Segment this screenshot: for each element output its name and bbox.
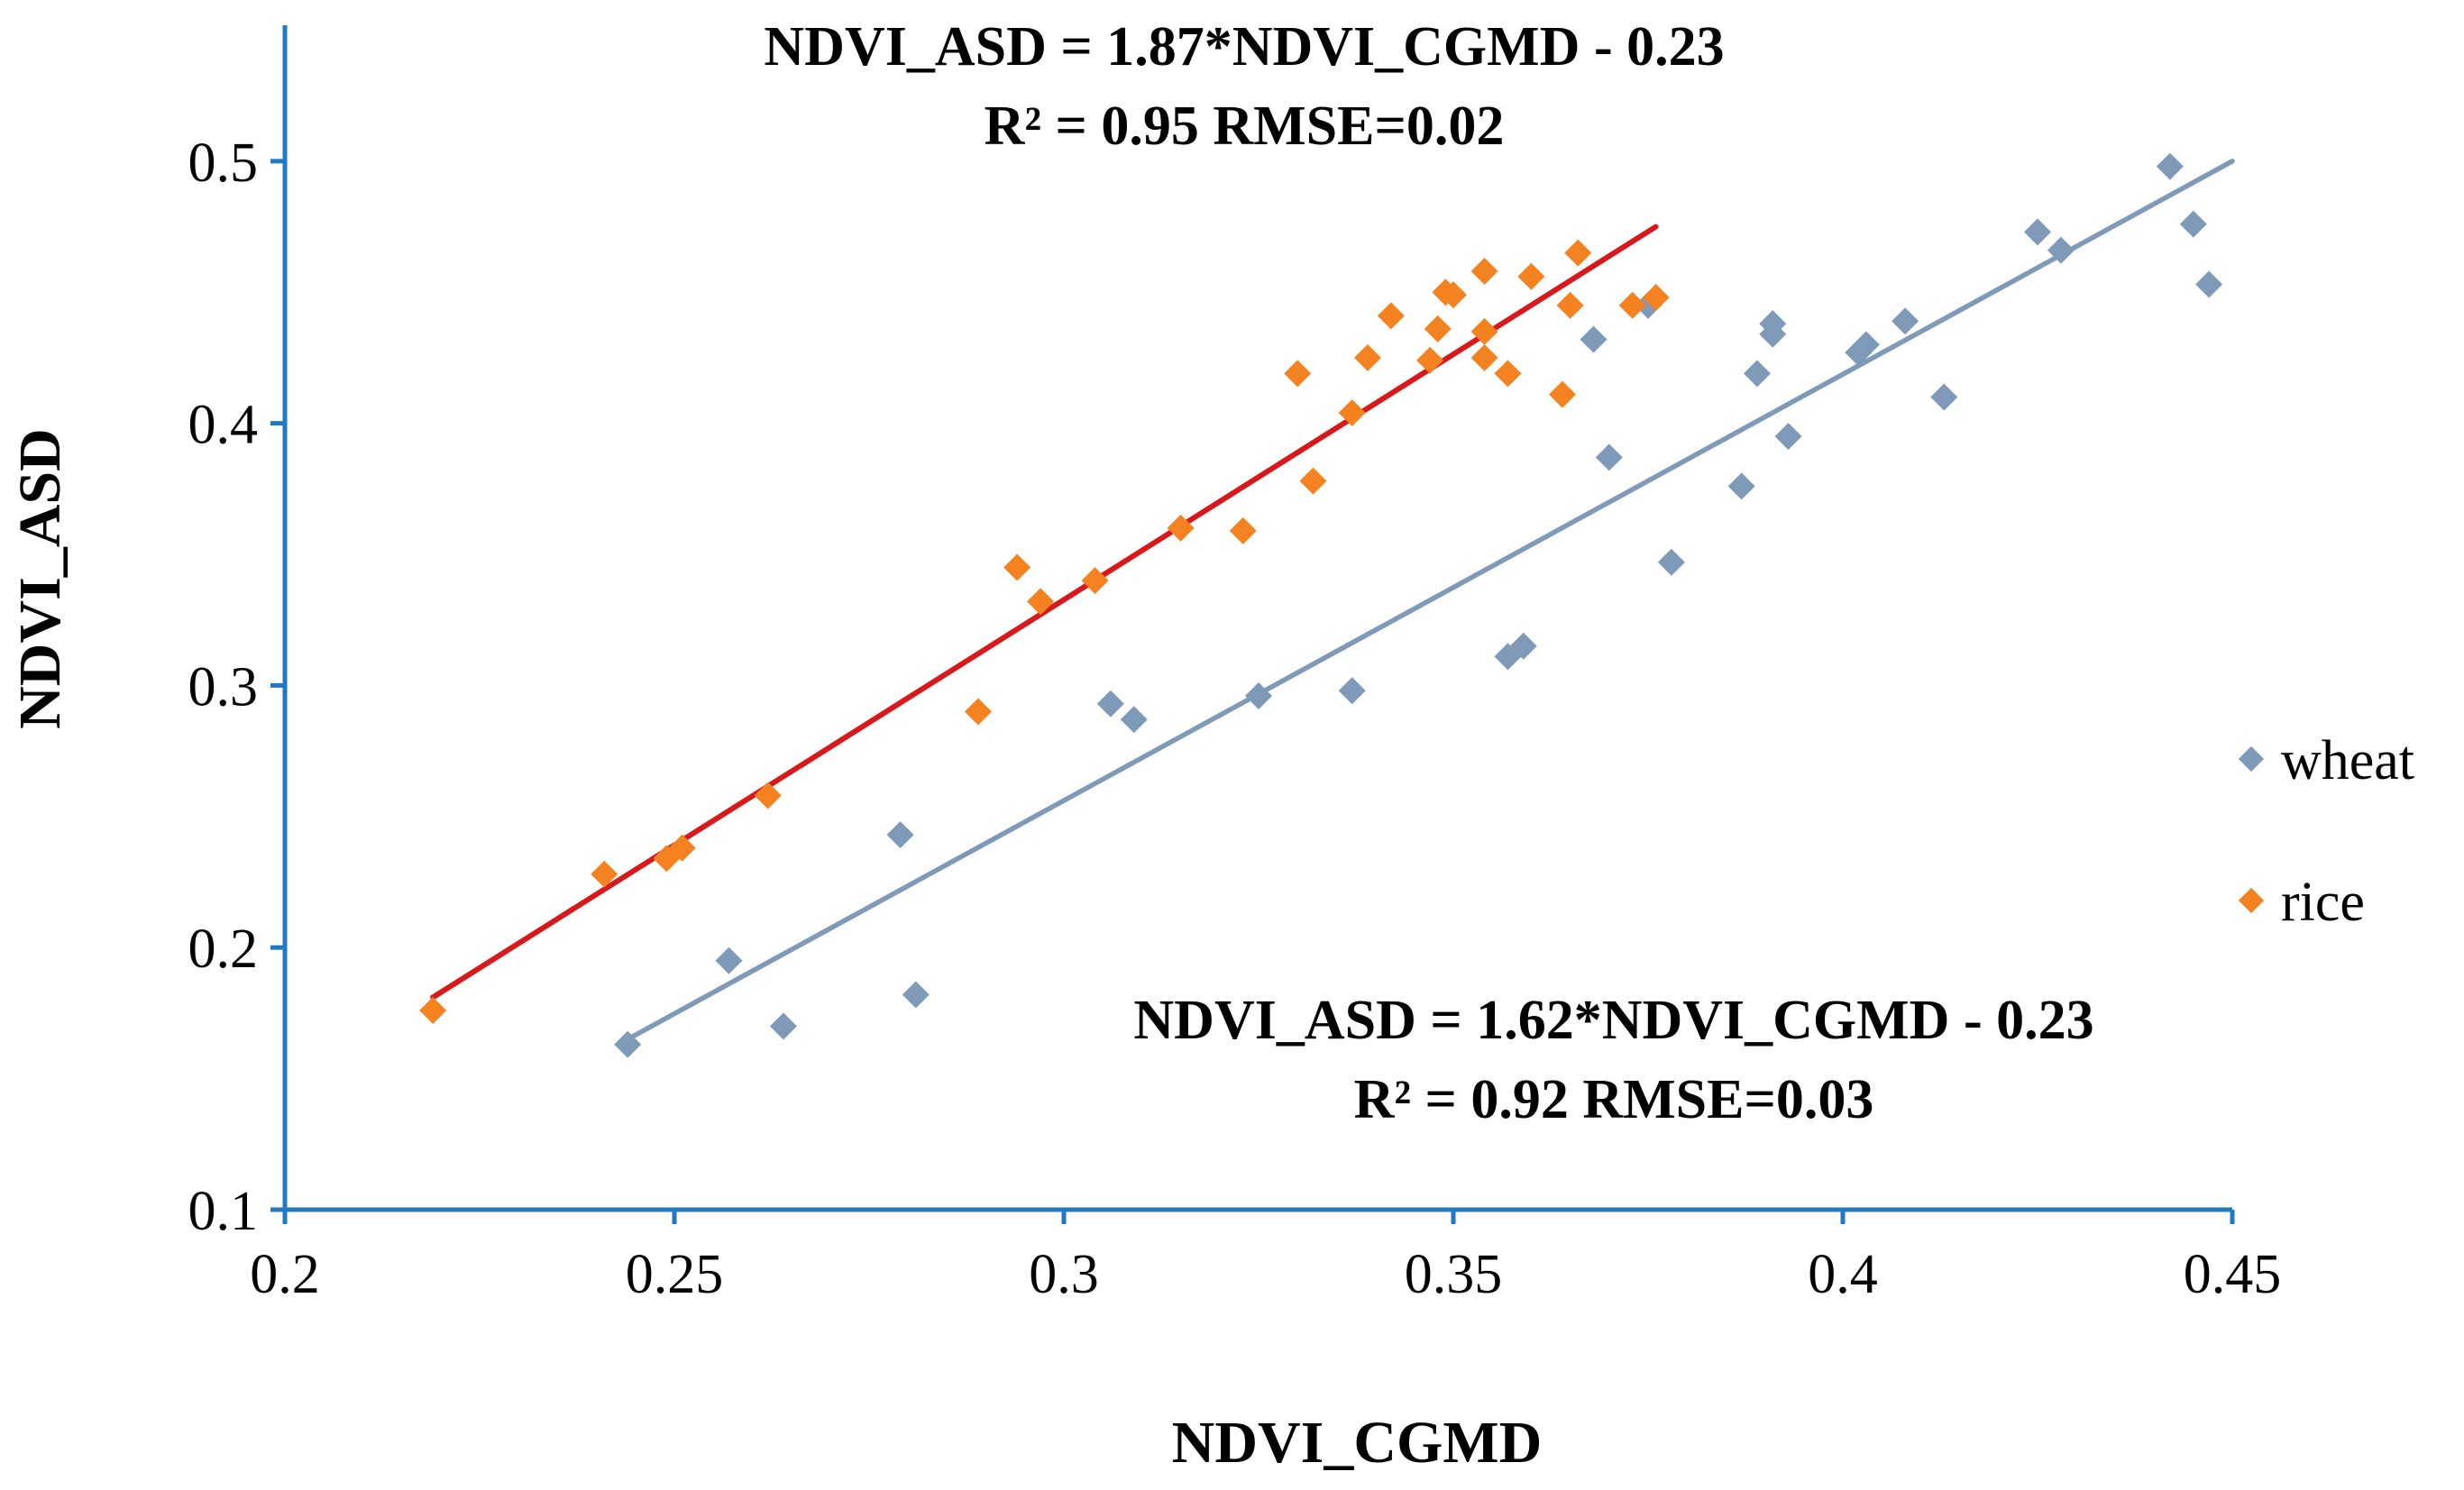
x-axis-title: NDVI_CGMD <box>1172 1410 1543 1476</box>
trendline-rice <box>430 224 1659 1001</box>
point-wheat <box>614 1030 642 1058</box>
point-wheat <box>715 946 743 974</box>
point-rice <box>1494 360 1522 388</box>
point-wheat <box>1580 325 1608 353</box>
point-wheat <box>2047 236 2075 264</box>
x-tick-label: 0.3 <box>1029 1244 1099 1305</box>
legend-marker-rice <box>2238 887 2265 914</box>
y-tick-label: 0.4 <box>188 395 259 456</box>
rice-equation: NDVI_ASD = 1.87*NDVI_CGMD - 0.23 <box>764 16 1724 78</box>
x-tick-label: 0.45 <box>2184 1244 2282 1305</box>
point-rice <box>1229 516 1257 544</box>
point-rice <box>1642 284 1670 312</box>
point-wheat <box>2024 218 2051 246</box>
point-wheat <box>902 981 930 1009</box>
point-wheat <box>1892 307 1919 335</box>
point-rice <box>1284 360 1312 388</box>
point-rice <box>1548 380 1576 408</box>
wheat-equation: NDVI_ASD = 1.62*NDVI_CGMD - 0.23 <box>1133 990 2093 1051</box>
point-wheat <box>1930 383 1958 411</box>
y-axis-title: NDVI_ASD <box>7 428 73 729</box>
point-wheat <box>2195 270 2223 298</box>
rice-r2-rmse: R² = 0.95 RMSE=0.02 <box>985 96 1505 157</box>
y-tick-label: 0.5 <box>188 133 259 194</box>
point-rice <box>1424 315 1452 343</box>
point-rice <box>1470 343 1498 371</box>
legend-label-wheat: wheat <box>2281 730 2414 791</box>
point-wheat <box>2156 152 2184 180</box>
point-rice <box>1470 257 1498 285</box>
point-wheat <box>1245 682 1272 710</box>
point-rice <box>419 996 447 1024</box>
point-rice <box>1377 302 1405 330</box>
point-wheat <box>1509 632 1537 660</box>
point-rice <box>591 860 618 888</box>
point-rice <box>1167 514 1195 542</box>
x-tick-label: 0.4 <box>1808 1244 1878 1305</box>
y-tick-label: 0.2 <box>188 919 259 980</box>
point-rice <box>1081 567 1109 595</box>
point-rice <box>1027 588 1055 616</box>
point-rice <box>754 782 782 809</box>
x-axis-ticks: 0.2 0.25 0.3 0.35 0.4 0.45 <box>250 1210 2281 1305</box>
data-points <box>419 152 2223 1058</box>
point-wheat <box>1759 320 1787 348</box>
point-rice <box>1517 262 1545 290</box>
trendline-wheat <box>625 159 2235 1042</box>
point-rice <box>964 698 992 726</box>
point-wheat <box>1096 690 1124 718</box>
point-rice <box>1003 553 1031 581</box>
point-rice <box>1470 317 1498 345</box>
legend-marker-wheat <box>2238 745 2265 772</box>
legend-label-rice: rice <box>2281 872 2365 933</box>
point-wheat <box>1338 677 1366 705</box>
point-wheat <box>1774 423 1802 451</box>
point-rice <box>668 834 696 862</box>
point-wheat <box>2179 210 2207 238</box>
point-wheat <box>1120 706 1148 734</box>
y-tick-label: 0.3 <box>188 656 259 718</box>
trendlines <box>430 159 2235 1042</box>
point-wheat <box>1743 360 1771 388</box>
legend: wheat rice <box>2238 730 2414 933</box>
point-rice <box>1618 291 1646 319</box>
y-tick-label: 0.1 <box>188 1181 259 1242</box>
point-rice <box>1564 239 1592 267</box>
point-rice <box>1353 343 1381 371</box>
point-rice <box>1556 291 1584 319</box>
point-rice <box>1299 467 1327 495</box>
point-wheat <box>886 821 914 849</box>
wheat-r2-rmse: R² = 0.92 RMSE=0.03 <box>1354 1069 1874 1130</box>
point-wheat <box>1727 472 1755 500</box>
point-rice <box>1416 346 1444 374</box>
x-tick-label: 0.35 <box>1405 1244 1503 1305</box>
y-axis-ticks: 0.1 0.2 0.3 0.4 0.5 <box>188 133 285 1242</box>
point-wheat <box>1657 548 1685 576</box>
point-wheat <box>769 1012 797 1040</box>
x-tick-label: 0.2 <box>250 1244 320 1305</box>
x-tick-label: 0.25 <box>626 1244 724 1305</box>
point-rice <box>1440 281 1467 309</box>
point-wheat <box>1595 443 1623 471</box>
point-rice <box>1338 398 1366 426</box>
point-wheat <box>1852 331 1880 359</box>
